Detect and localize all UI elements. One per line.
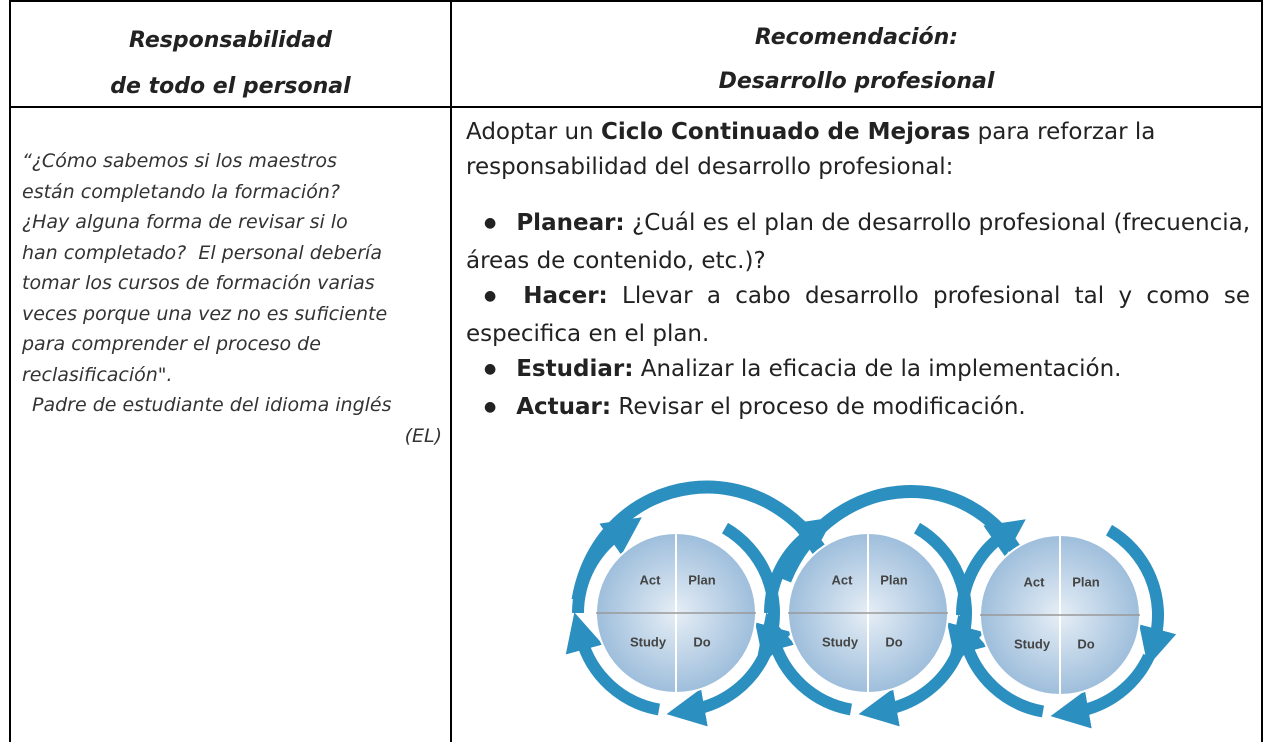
bullet-text: Analizar la eficacia de la implementació… xyxy=(633,356,1122,382)
cycle-label: Plan xyxy=(880,572,908,587)
bullet: Actuar: Revisar el proceso de modificaci… xyxy=(466,390,1250,428)
bullet-text: Revisar el proceso de modificación. xyxy=(611,394,1026,420)
quote-line: ¿Hay alguna forma de revisar si lo xyxy=(22,211,348,233)
cycle-label: Study xyxy=(630,634,667,649)
bullet-text: Llevar a cabo desarrollo profesional tal… xyxy=(466,283,1250,347)
header-line: Responsabilidad xyxy=(128,28,333,53)
cycle-label: Do xyxy=(885,634,902,649)
cycle-label: Do xyxy=(693,634,710,649)
table-border xyxy=(9,0,1263,2)
cycle-label: Study xyxy=(822,634,859,649)
cycle-arrow xyxy=(1105,524,1177,667)
intro: Adoptar un Ciclo Continuado de Mejoras p… xyxy=(466,115,1250,185)
quote-lines: “¿Cómo sabemos si los maestros están comp… xyxy=(22,146,442,390)
cycle-arrow xyxy=(565,612,661,716)
cycle-arrow xyxy=(757,612,853,716)
bullet: Planear: ¿Cuál es el plan de desarrollo … xyxy=(466,206,1250,279)
table-border xyxy=(9,106,1263,108)
cycle-arrow xyxy=(572,517,642,614)
cycle-label: Act xyxy=(640,572,662,587)
cycle-arrow xyxy=(858,651,963,727)
intro-text: Adoptar un xyxy=(466,119,601,145)
cycle-label: Plan xyxy=(688,572,716,587)
cycle-arrow xyxy=(764,517,834,614)
recommendation: Adoptar un Ciclo Continuado de Mejoras p… xyxy=(466,115,1250,428)
attribution: (EL) xyxy=(404,424,442,447)
bullet-label: Planear: xyxy=(516,210,625,236)
header-cell: Recomendación: Desarrollo profesional xyxy=(452,16,1261,104)
bullet-text: ¿Cuál es el plan de desarrollo profesion… xyxy=(466,210,1251,274)
quote-line: “¿Cómo sabemos si los maestros xyxy=(22,150,337,172)
bullet-list: Planear: ¿Cuál es el plan de desarrollo … xyxy=(466,206,1250,428)
cycle-label: Act xyxy=(832,572,854,587)
cycle: Act Plan Study Do xyxy=(565,517,793,727)
quote-line: están completando la formación? xyxy=(22,180,340,203)
bullet: Hacer: Llevar a cabo desarrollo profesio… xyxy=(466,279,1250,352)
intro-text: para reforzar la responsabilidad del des… xyxy=(466,119,1156,180)
header-line: Recomendación: xyxy=(754,25,959,50)
quote-line: reclasificación". xyxy=(22,363,173,386)
cycle-label: Plan xyxy=(1072,574,1100,589)
quote-line: veces porque una vez no es suficiente xyxy=(22,302,388,325)
quote-line: han completado? El personal debería xyxy=(22,241,382,264)
header-cell: Responsabilidad de todo el personal xyxy=(11,18,450,110)
cycle-label: Do xyxy=(1077,636,1094,651)
bullet-label: Hacer: xyxy=(523,283,608,309)
quote-line: tomar los cursos de formación varias xyxy=(22,272,375,294)
cycles: Act Plan Study Do Act Plan Study Do Act Plan Study… xyxy=(565,517,1177,729)
bullet-label: Actuar: xyxy=(516,394,612,420)
header-line: Desarrollo profesional xyxy=(718,69,995,94)
attribution: Padre de estudiante del idioma inglés xyxy=(32,394,392,416)
quote-line: para comprender el proceso de xyxy=(22,333,321,355)
table-border xyxy=(1261,0,1263,742)
cycle-arrow xyxy=(956,519,1026,616)
cycle: Act Plan Study Do xyxy=(949,519,1177,729)
bullet: Estudiar: Analizar la eficacia de la imp… xyxy=(466,352,1250,390)
header-line: de todo el personal xyxy=(110,74,351,99)
cycle-arrow xyxy=(949,614,1045,718)
cycle-arrow xyxy=(1050,653,1155,729)
intro-bold: Ciclo Continuado de Mejoras xyxy=(600,119,971,145)
bullet-label: Estudiar: xyxy=(516,356,634,382)
table-border xyxy=(9,0,11,742)
cycle-label: Study xyxy=(1014,636,1051,651)
quote: “¿Cómo sabemos si los maestros están comp… xyxy=(22,146,442,451)
table-border xyxy=(450,0,452,742)
cycle-label: Act xyxy=(1024,574,1046,589)
cycle-arrow xyxy=(666,651,771,727)
